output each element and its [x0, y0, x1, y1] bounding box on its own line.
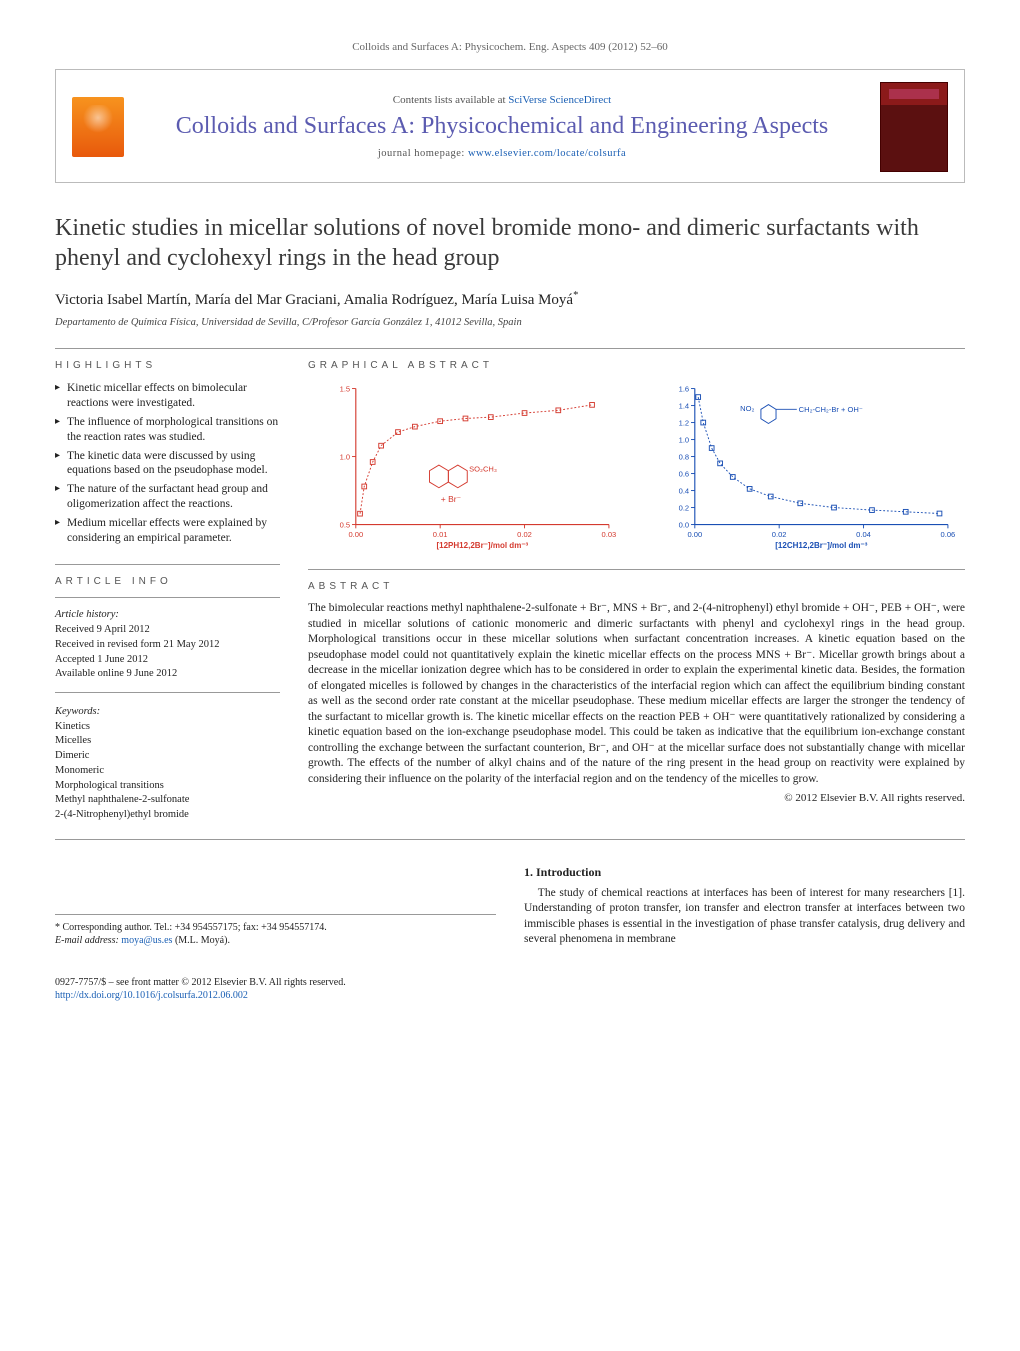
svg-text:0.4: 0.4 [678, 486, 689, 495]
divider [55, 597, 280, 598]
highlight-item: Kinetic micellar effects on bimolecular … [55, 381, 280, 411]
svg-text:0.2: 0.2 [678, 503, 689, 512]
keywords-label: Keywords: [55, 705, 280, 720]
accepted-date: Accepted 1 June 2012 [55, 653, 280, 668]
keyword-item: Methyl naphthalene-2-sulfonate [55, 793, 280, 808]
svg-text:0.5: 0.5 [340, 520, 351, 529]
abstract-text: The bimolecular reactions methyl naphtha… [308, 601, 965, 787]
keyword-item: Dimeric [55, 749, 280, 764]
journal-homepage-link[interactable]: www.elsevier.com/locate/colsurfa [468, 148, 626, 159]
divider [55, 839, 965, 840]
divider [55, 348, 965, 349]
svg-text:+ Br⁻: + Br⁻ [441, 494, 462, 504]
corresp-email-link[interactable]: moya@us.es [121, 935, 172, 946]
svg-text:1.6: 1.6 [678, 384, 689, 393]
authors-text: Victoria Isabel Martín, María del Mar Gr… [55, 292, 573, 308]
svg-text:0.01: 0.01 [433, 530, 448, 539]
svg-text:0.04: 0.04 [856, 530, 871, 539]
graphical-abstract-heading: GRAPHICAL ABSTRACT [308, 359, 965, 373]
abstract-heading: ABSTRACT [308, 580, 965, 594]
svg-text:1.0: 1.0 [678, 435, 689, 444]
svg-text:[12PH12,2Br⁻]/mol dm⁻³: [12PH12,2Br⁻]/mol dm⁻³ [436, 541, 528, 550]
affiliation: Departamento de Química Física, Universi… [55, 316, 965, 330]
svg-text:0.06: 0.06 [940, 530, 955, 539]
doi-link[interactable]: http://dx.doi.org/10.1016/j.colsurfa.201… [55, 990, 248, 1001]
introduction-paragraph: The study of chemical reactions at inter… [524, 886, 965, 948]
highlight-item: The influence of morphological transitio… [55, 415, 280, 445]
keyword-item: Kinetics [55, 720, 280, 735]
corresp-marker: * [573, 290, 578, 301]
email-label: E-mail address: [55, 935, 121, 946]
sciencedirect-link[interactable]: SciVerse ScienceDirect [508, 94, 611, 106]
corresp-phone: * Corresponding author. Tel.: +34 954557… [55, 921, 496, 935]
corresponding-author-footnote: * Corresponding author. Tel.: +34 954557… [55, 914, 496, 948]
online-date: Available online 9 June 2012 [55, 667, 280, 682]
highlights-list: Kinetic micellar effects on bimolecular … [55, 381, 280, 546]
contents-prefix: Contents lists available at [393, 94, 508, 106]
journal-masthead: Contents lists available at SciVerse Sci… [55, 69, 965, 183]
svg-text:SO₂CH₃: SO₂CH₃ [469, 464, 497, 473]
author-list: Victoria Isabel Martín, María del Mar Gr… [55, 289, 965, 310]
divider [55, 564, 280, 565]
svg-text:NO₂: NO₂ [740, 404, 754, 413]
contents-available-line: Contents lists available at SciVerse Sci… [142, 93, 862, 108]
divider [55, 692, 280, 693]
homepage-prefix: journal homepage: [378, 148, 468, 159]
chart-right: 0.0 0.2 0.4 0.6 0.8 1.0 1.2 1.4 1.6 0.00 0.02 0.04 0… [647, 381, 966, 551]
highlight-item: Medium micellar effects were explained b… [55, 516, 280, 546]
journal-name: Colloids and Surfaces A: Physicochemical… [142, 112, 862, 141]
email-tail: (M.L. Moyá). [172, 935, 230, 946]
svg-text:1.2: 1.2 [678, 418, 689, 427]
svg-text:0.00: 0.00 [687, 530, 702, 539]
article-history: Article history: Received 9 April 2012 R… [55, 608, 280, 682]
keyword-item: Micelles [55, 734, 280, 749]
revised-date: Received in revised form 21 May 2012 [55, 638, 280, 653]
svg-text:0.6: 0.6 [678, 469, 689, 478]
svg-text:0.8: 0.8 [678, 452, 689, 461]
keyword-item: 2-(4-Nitrophenyl)ethyl bromide [55, 808, 280, 823]
svg-text:0.02: 0.02 [517, 530, 532, 539]
bottom-metadata: 0927-7757/$ – see front matter © 2012 El… [55, 976, 965, 1003]
copyright-line: © 2012 Elsevier B.V. All rights reserved… [308, 791, 965, 806]
elsevier-logo [72, 97, 124, 157]
keyword-item: Monomeric [55, 764, 280, 779]
svg-text:0.00: 0.00 [348, 530, 363, 539]
journal-cover-thumb [880, 82, 948, 172]
article-history-label: Article history: [55, 608, 280, 623]
svg-text:0.03: 0.03 [602, 530, 617, 539]
svg-text:1.5: 1.5 [340, 384, 351, 393]
svg-text:1.0: 1.0 [340, 452, 351, 461]
svg-text:CH₂-CH₂-Br + OH⁻: CH₂-CH₂-Br + OH⁻ [798, 405, 862, 414]
highlights-heading: HIGHLIGHTS [55, 359, 280, 373]
highlight-item: The kinetic data were discussed by using… [55, 449, 280, 479]
divider [308, 569, 965, 570]
svg-text:0.0: 0.0 [678, 520, 689, 529]
article-info-heading: ARTICLE INFO [55, 575, 280, 589]
svg-text:0.02: 0.02 [771, 530, 786, 539]
top-citation: Colloids and Surfaces A: Physicochem. En… [55, 40, 965, 55]
highlight-item: The nature of the surfactant head group … [55, 482, 280, 512]
svg-text:[12CH12,2Br⁻]/mol dm⁻³: [12CH12,2Br⁻]/mol dm⁻³ [775, 541, 868, 550]
svg-text:1.4: 1.4 [678, 401, 689, 410]
keyword-item: Morphological transitions [55, 779, 280, 794]
keywords-block: Keywords: KineticsMicellesDimericMonomer… [55, 705, 280, 823]
issn-line: 0927-7757/$ – see front matter © 2012 El… [55, 976, 965, 990]
paper-title: Kinetic studies in micellar solutions of… [55, 213, 965, 273]
received-date: Received 9 April 2012 [55, 623, 280, 638]
graphical-abstract: 0.51.01.50.000.010.020.0310⁵ kobs/s⁻¹[12… [308, 381, 965, 551]
journal-homepage-line: journal homepage: www.elsevier.com/locat… [142, 147, 862, 161]
introduction-heading: 1. Introduction [524, 864, 965, 880]
chart-left: 0.51.01.50.000.010.020.0310⁵ kobs/s⁻¹[12… [308, 381, 627, 551]
